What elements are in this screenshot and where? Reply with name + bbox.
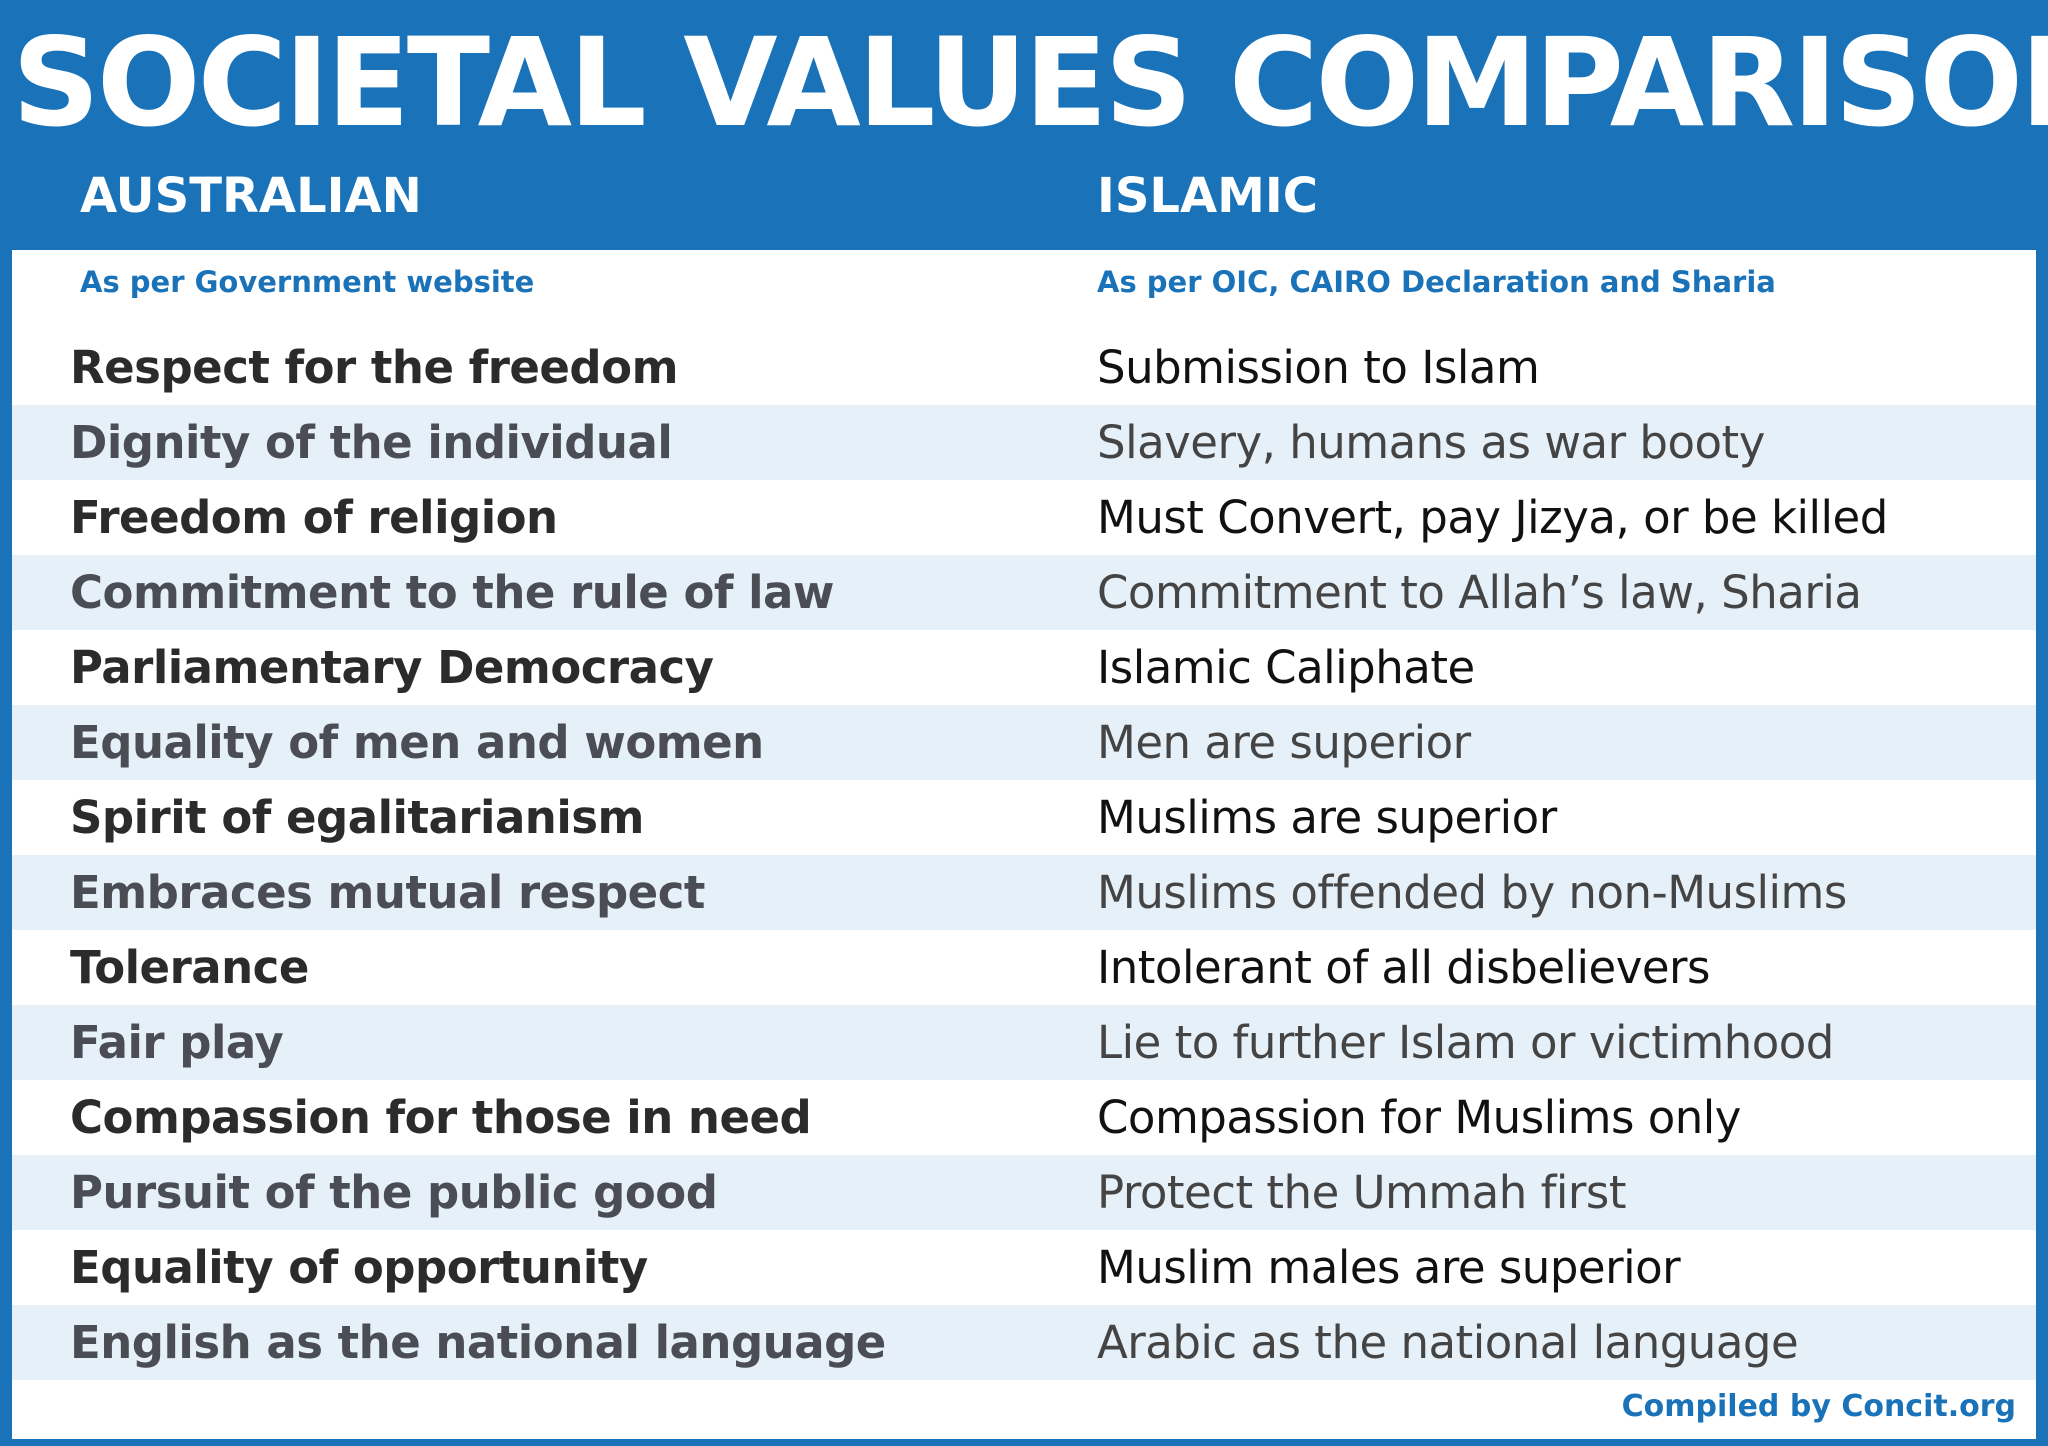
table-row: Fair play Lie to further Islam or victim…	[12, 1005, 2036, 1080]
islamic-value: Muslims are superior	[1097, 791, 1557, 844]
column-heading-islamic: ISLAMIC	[1097, 168, 1319, 224]
australian-value: Commitment to the rule of law	[70, 566, 834, 619]
table-row: Tolerance Intolerant of all disbelievers	[12, 930, 2036, 1005]
table-row: Spirit of egalitarianism Muslims are sup…	[12, 780, 2036, 855]
table-row: Pursuit of the public good Protect the U…	[12, 1155, 2036, 1230]
australian-value: Parliamentary Democracy	[70, 641, 714, 694]
islamic-value: Compassion for Muslims only	[1097, 1091, 1741, 1144]
australian-value: Tolerance	[70, 941, 309, 994]
islamic-value: Submission to Islam	[1097, 341, 1540, 394]
header-banner: SOCIETAL VALUES COMPARISON AUSTRALIAN IS…	[12, 0, 2048, 250]
australian-value: Respect for the freedom	[70, 341, 678, 394]
column-heading-australian: AUSTRALIAN	[80, 168, 422, 224]
islamic-value: Protect the Ummah first	[1097, 1166, 1627, 1219]
australian-value: Freedom of religion	[70, 491, 558, 544]
australian-value: Fair play	[70, 1016, 284, 1069]
australian-value: Equality of opportunity	[70, 1241, 648, 1294]
table-row: Equality of opportunity Muslim males are…	[12, 1230, 2036, 1305]
australian-value: Dignity of the individual	[70, 416, 673, 469]
australian-value: Embraces mutual respect	[70, 866, 705, 919]
table-row: Embraces mutual respect Muslims offended…	[12, 855, 2036, 930]
islamic-value: Muslim males are superior	[1097, 1241, 1681, 1294]
table-row: English as the national language Arabic …	[12, 1305, 2036, 1380]
table-row: Dignity of the individual Slavery, human…	[12, 405, 2036, 480]
australian-value: Spirit of egalitarianism	[70, 791, 644, 844]
australian-value: Pursuit of the public good	[70, 1166, 718, 1219]
credit-line: Compiled by Concit.org	[1621, 1389, 2016, 1424]
islamic-value: Slavery, humans as war booty	[1097, 416, 1765, 469]
islamic-value: Must Convert, pay Jizya, or be killed	[1097, 491, 1888, 544]
islamic-value: Islamic Caliphate	[1097, 641, 1475, 694]
australian-value: English as the national language	[70, 1316, 886, 1369]
islamic-value: Arabic as the national language	[1097, 1316, 1799, 1369]
islamic-value: Men are superior	[1097, 716, 1471, 769]
table-row: Parliamentary Democracy Islamic Caliphat…	[12, 630, 2036, 705]
islamic-value: Intolerant of all disbelievers	[1097, 941, 1710, 994]
table-row: Equality of men and women Men are superi…	[12, 705, 2036, 780]
table-row: Respect for the freedom Submission to Is…	[12, 330, 2036, 405]
page-title: SOCIETAL VALUES COMPARISON	[12, 12, 2048, 154]
table-row: Commitment to the rule of law Commitment…	[12, 555, 2036, 630]
comparison-table: As per Government website As per OIC, CA…	[12, 250, 2036, 1439]
table-rows: Respect for the freedom Submission to Is…	[12, 330, 2036, 1380]
australian-value: Compassion for those in need	[70, 1091, 812, 1144]
australian-value: Equality of men and women	[70, 716, 764, 769]
subheading-islamic-source: As per OIC, CAIRO Declaration and Sharia	[1097, 265, 1776, 299]
islamic-value: Commitment to Allah’s law, Sharia	[1097, 566, 1862, 619]
table-row: Freedom of religion Must Convert, pay Ji…	[12, 480, 2036, 555]
subheading-australian-source: As per Government website	[80, 265, 535, 299]
islamic-value: Muslims offended by non-Muslims	[1097, 866, 1847, 919]
table-row: Compassion for those in need Compassion …	[12, 1080, 2036, 1155]
islamic-value: Lie to further Islam or victimhood	[1097, 1016, 1834, 1069]
